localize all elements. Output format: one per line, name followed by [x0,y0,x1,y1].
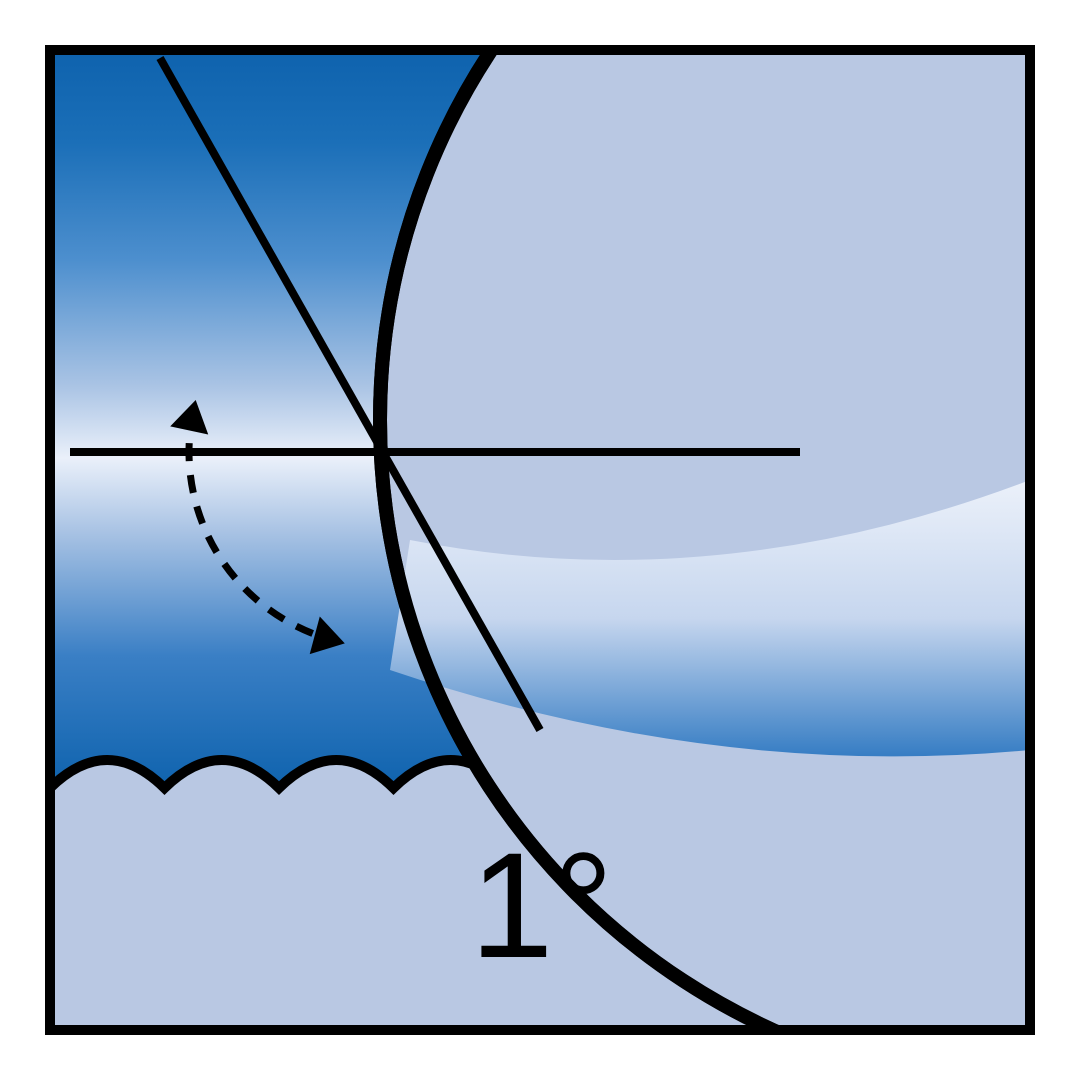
diagram-stage: 1° [0,0,1080,1080]
angle-label: 1° [470,830,613,980]
